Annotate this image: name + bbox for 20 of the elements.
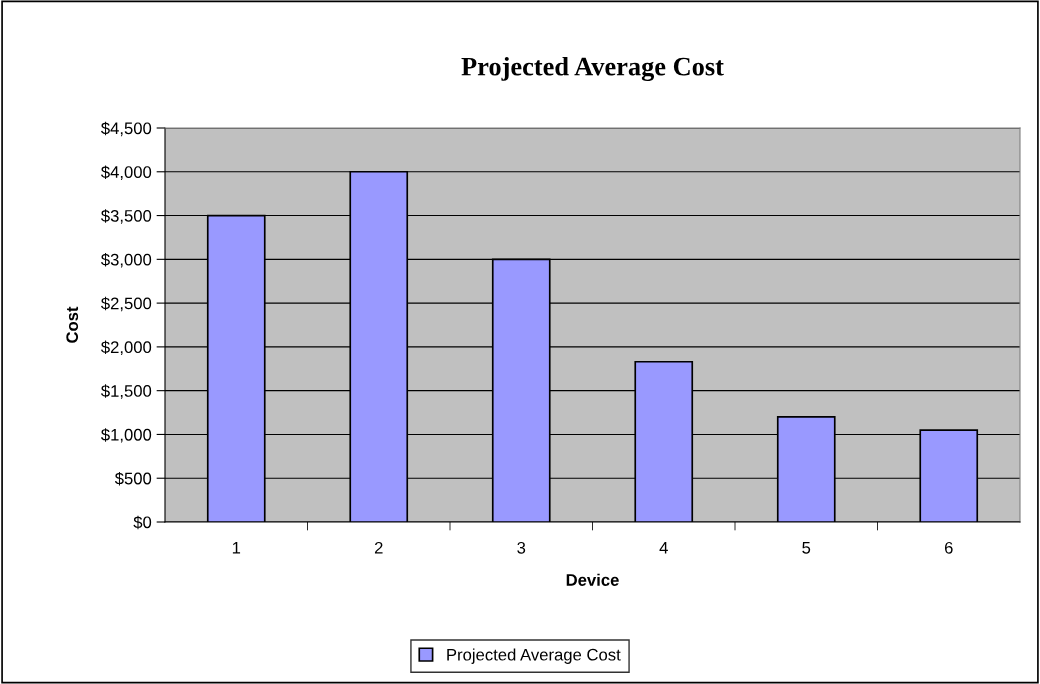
- y-tick-label: $500: [114, 471, 152, 486]
- x-tick-label: 1: [232, 542, 241, 554]
- y-axis-title: Cost: [66, 306, 79, 343]
- x-axis-title: Device: [566, 573, 619, 586]
- y-tick-label: $1,000: [101, 428, 152, 443]
- x-tick-label: 5: [802, 542, 811, 554]
- y-tick-label: $4,000: [101, 165, 152, 180]
- x-tick-label: 4: [659, 542, 668, 554]
- y-tick-label: $2,000: [101, 340, 152, 356]
- x-tick-label: 3: [517, 541, 526, 554]
- y-tick-label: $1,500: [101, 384, 152, 399]
- y-tick-label: $2,500: [101, 296, 152, 312]
- legend-label: Projected Average Cost: [447, 648, 621, 664]
- x-tick-label: 2: [374, 541, 383, 554]
- y-tick-label: $3,500: [101, 209, 152, 224]
- y-tick-label: $3,000: [101, 253, 152, 268]
- chart-title: Projected Average Cost: [461, 56, 724, 82]
- y-tick-label: $4,500: [101, 121, 152, 137]
- x-tick-label: 6: [944, 541, 953, 554]
- y-tick-label: $0: [133, 515, 152, 530]
